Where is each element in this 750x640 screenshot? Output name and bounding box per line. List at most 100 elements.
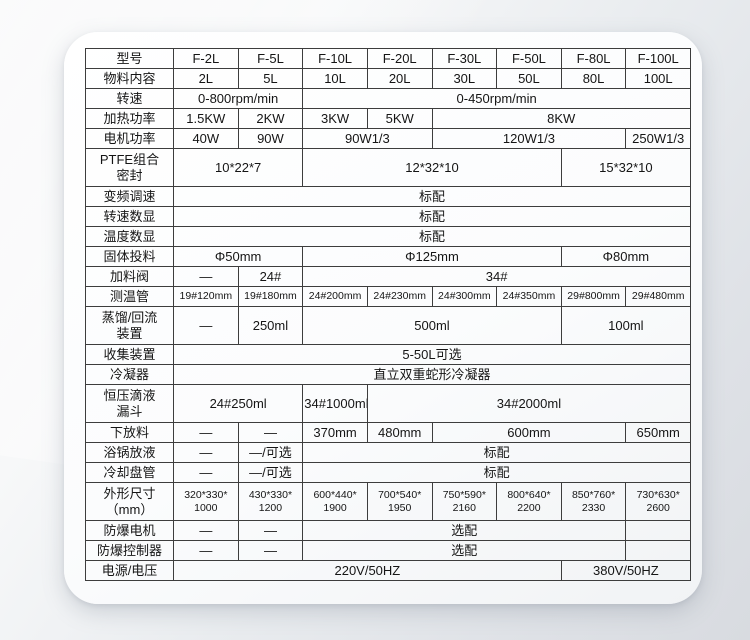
spec-cell <box>625 540 691 561</box>
spec-cell: 直立双重蛇形冷凝器 <box>173 364 691 385</box>
spec-cell: 标配 <box>173 206 691 227</box>
spec-row-label: 变频调速 <box>85 186 174 207</box>
spec-row-label: 转速 <box>85 88 174 109</box>
spec-row-label: 防爆控制器 <box>85 540 174 561</box>
spec-cell: 120W1/3 <box>431 128 627 149</box>
spec-cell: — <box>173 442 239 463</box>
spec-row-label: 型号 <box>85 48 174 69</box>
spec-cell: 10*22*7 <box>172 148 304 187</box>
spec-cell: 34#2000ml <box>366 384 692 423</box>
spec-cell: 600*440* 1900 <box>302 482 368 521</box>
spec-cell: 24#250ml <box>172 384 304 423</box>
spec-cell <box>625 520 691 541</box>
spec-cell: F-50L <box>496 48 562 69</box>
spec-cell: F-5L <box>237 48 304 69</box>
table-row: 浴锅放液 — —/可选 标配 <box>85 442 691 463</box>
spec-cell: 2L <box>173 68 239 89</box>
spec-cell: F-10L <box>302 48 368 69</box>
spec-cell: 选配 <box>302 520 627 541</box>
spec-cell: 24# <box>237 266 304 287</box>
spec-row-label: 浴锅放液 <box>85 442 174 463</box>
spec-cell: — <box>237 422 304 443</box>
spec-cell: 0-800rpm/min <box>172 88 304 109</box>
table-row: 固体投料 Φ50mm Φ125mm Φ80mm <box>85 246 692 267</box>
spec-cell: 8KW <box>431 108 691 129</box>
spec-cell: Φ125mm <box>302 246 562 267</box>
spec-cell: —/可选 <box>237 442 304 463</box>
spec-row-label: 物料内容 <box>85 68 174 89</box>
spec-cell: 标配 <box>302 442 691 463</box>
spec-cell: 标配 <box>302 462 691 483</box>
spec-cell: — <box>173 266 239 287</box>
spec-cell: — <box>173 540 239 561</box>
spec-cell: 24#200mm <box>302 286 368 307</box>
spec-cell: F-2L <box>173 48 239 69</box>
spec-row-label: 加热功率 <box>85 108 174 129</box>
spec-cell: 480mm <box>366 422 433 443</box>
spec-cell: 12*32*10 <box>302 148 562 187</box>
spec-row-label: 电机功率 <box>85 128 174 149</box>
spec-cell: 3KW <box>302 108 368 129</box>
spec-row-label: PTFE组合 密封 <box>85 148 174 187</box>
spec-cell: 250W1/3 <box>625 128 691 149</box>
table-row: 冷却盘管 — —/可选 标配 <box>85 462 691 483</box>
spec-cell: 380V/50HZ <box>560 560 692 581</box>
spec-cell: 24#300mm <box>431 286 498 307</box>
spec-cell: 0-450rpm/min <box>302 88 691 109</box>
spec-cell: 2KW <box>237 108 304 129</box>
spec-cell: 选配 <box>302 540 627 561</box>
spec-cell: 220V/50HZ <box>173 560 562 581</box>
spec-cell: 30L <box>431 68 498 89</box>
spec-cell: 100ml <box>560 306 692 345</box>
spec-cell: 250ml <box>237 306 304 345</box>
spec-row-label: 电源/电压 <box>85 560 174 581</box>
spec-cell: 650mm <box>625 422 691 443</box>
spec-cell: 100L <box>625 68 691 89</box>
spec-cell: F-30L <box>431 48 498 69</box>
table-row: 电机功率 40W 90W 90W1/3 120W1/3 250W1/3 <box>85 128 691 149</box>
spec-table: 型号 F-2L F-5L F-10L F-20L F-30L F-50L F-80L F-100… <box>85 48 692 581</box>
table-row: 转速数显 标配 <box>85 206 691 227</box>
table-row: 变频调速 标配 <box>85 186 691 207</box>
spec-cell: 50L <box>496 68 562 89</box>
spec-cell: 5-50L可选 <box>173 344 691 365</box>
table-row: 型号 F-2L F-5L F-10L F-20L F-30L F-50L F-80L F-100… <box>85 48 691 69</box>
spec-cell: — <box>237 540 304 561</box>
table-row: 收集装置 5-50L可选 <box>85 344 691 365</box>
spec-cell: 800*640* 2200 <box>496 482 562 521</box>
spec-row-label: 固体投料 <box>85 246 174 267</box>
spec-row-label: 恒压滴液 漏斗 <box>85 384 174 423</box>
spec-cell: 29#800mm <box>560 286 627 307</box>
table-row: 转速 0-800rpm/min 0-450rpm/min <box>85 88 691 109</box>
spec-cell: 20L <box>366 68 433 89</box>
spec-cell: 320*330* 1000 <box>173 482 239 521</box>
table-row: 冷凝器 直立双重蛇形冷凝器 <box>85 364 691 385</box>
spec-cell: 24#230mm <box>366 286 433 307</box>
table-row: 测温管 19#120mm 19#180mm 24#200mm 24#230mm 24#30… <box>85 286 691 307</box>
table-row: 加热功率 1.5KW 2KW 3KW 5KW 8KW <box>85 108 691 129</box>
table-row: 防爆控制器 — — 选配 <box>85 540 691 561</box>
spec-cell: 24#350mm <box>496 286 562 307</box>
table-row: 恒压滴液 漏斗 24#250ml 34#1000ml 34#2000ml <box>85 384 692 423</box>
spec-cell: 370mm <box>302 422 368 443</box>
spec-row-label: 防爆电机 <box>85 520 174 541</box>
spec-cell: — <box>173 462 239 483</box>
spec-row-label: 外形尺寸 （mm） <box>85 482 174 521</box>
spec-cell: 5L <box>237 68 304 89</box>
table-row: 物料内容 2L 5L 10L 20L 30L 50L 80L 100L <box>85 68 691 89</box>
table-row: 加料阀 —24# 34# <box>85 266 691 287</box>
spec-cell: 34# <box>302 266 691 287</box>
spec-cell: 标配 <box>173 186 691 207</box>
spec-cell: 850*760* 2330 <box>560 482 627 521</box>
spec-cell: 500ml <box>302 306 562 345</box>
spec-cell: —/可选 <box>237 462 304 483</box>
spec-cell: — <box>173 520 239 541</box>
spec-cell: — <box>173 422 239 443</box>
spec-cell: F-100L <box>625 48 691 69</box>
table-row: 外形尺寸 （mm） 320*330* 1000 430*330* 1200 600*4… <box>85 482 691 521</box>
spec-cell: 750*590* 2160 <box>431 482 498 521</box>
spec-cell: 5KW <box>366 108 433 129</box>
table-row: 电源/电压 220V/50HZ 380V/50HZ <box>85 560 692 581</box>
spec-cell: — <box>237 520 304 541</box>
